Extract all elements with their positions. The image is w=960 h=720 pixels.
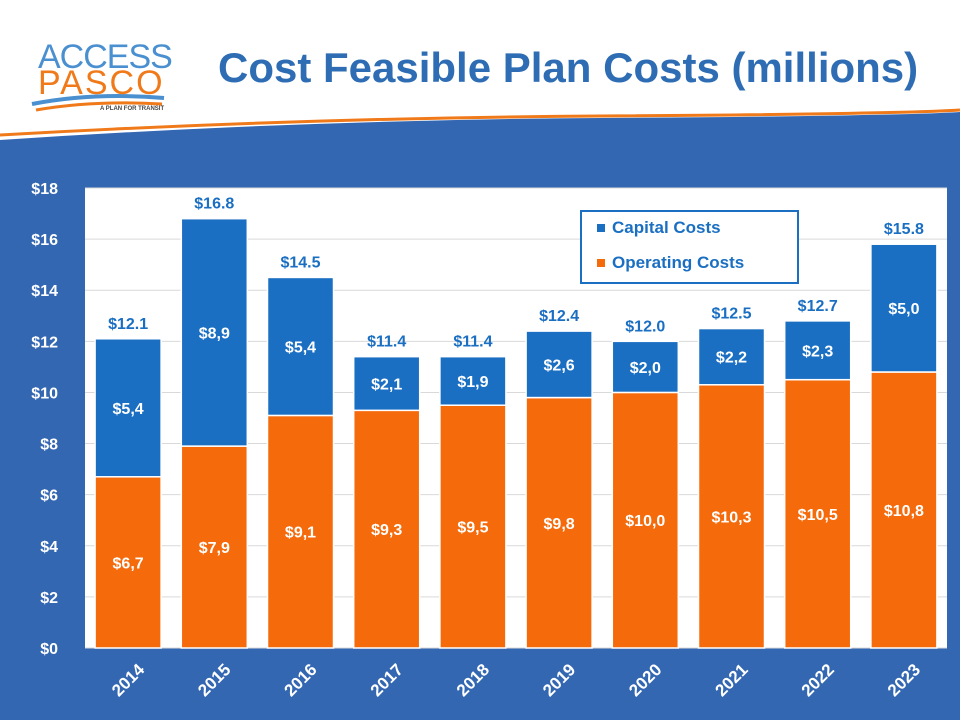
y-tick-label: $8 (40, 437, 58, 454)
total-label-2021: $12.5 (711, 306, 751, 323)
legend-swatch (597, 259, 605, 267)
header: ACCESS PASCO A PLAN FOR TRANSIT Cost Fea… (0, 0, 960, 150)
legend: Capital Costs Operating Costs (580, 210, 799, 284)
label-operating-2015: $7,9 (199, 540, 230, 557)
bar-operating-2019 (525, 396, 593, 649)
bar-capital-2020 (611, 340, 680, 394)
y-tick-label: $2 (40, 590, 58, 607)
total-label-2017: $11.4 (367, 334, 406, 351)
bar-capital-2015 (180, 217, 249, 447)
total-label-2019: $12.4 (539, 308, 579, 325)
label-capital-2020: $2,0 (630, 360, 661, 377)
y-tick-label: $14 (31, 283, 58, 300)
label-operating-2018: $9,5 (457, 520, 488, 537)
label-capital-2018: $1,9 (457, 374, 488, 391)
y-tick-label: $10 (31, 385, 58, 402)
total-label-2018: $11.4 (453, 334, 492, 351)
label-operating-2021: $10,3 (711, 509, 751, 526)
header-wave-band (0, 108, 960, 160)
total-label-2014: $12.1 (108, 316, 148, 333)
chart-area: $0 $2 $4 $6 $8 $10 $12 $14 $16 $18 $6,7 $5,4 $7,9 $8… (0, 150, 960, 720)
label-capital-2014: $5,4 (113, 401, 144, 418)
label-operating-2019: $9,8 (544, 516, 575, 533)
total-labels: $12.1 $16.8 $14.5 $11.4 $11.4 $12.4 $12.0 $12.5… (108, 196, 924, 351)
bar-capital-2016 (266, 276, 335, 417)
page-title: Cost Feasible Plan Costs (millions) (218, 44, 919, 91)
total-label-2020: $12.0 (625, 318, 665, 335)
bar-capital-2014 (94, 338, 162, 478)
label-operating-2016: $9,1 (285, 525, 316, 542)
y-axis-ticks: $0 $2 $4 $6 $8 $10 $12 $14 $16 $18 (31, 181, 58, 658)
legend-label: Capital Costs (612, 218, 721, 237)
bar-capital-2018 (439, 355, 507, 406)
y-tick-label: $0 (40, 641, 58, 658)
label-capital-2015: $8,9 (199, 325, 230, 342)
label-operating-2023: $10,8 (884, 503, 924, 520)
logo-tagline: A PLAN FOR TRANSIT (100, 106, 165, 112)
y-tick-label: $16 (31, 232, 58, 249)
label-capital-2016: $5,4 (285, 339, 316, 356)
bar-capital-2019 (525, 330, 593, 399)
label-capital-2019: $2,6 (544, 357, 575, 374)
bar-operating-2014 (94, 476, 162, 649)
label-capital-2017: $2,1 (371, 377, 402, 394)
label-capital-2022: $2,3 (802, 343, 833, 360)
y-tick-label: $12 (31, 334, 58, 351)
bar-operating-2022 (783, 378, 852, 649)
legend-box (580, 210, 799, 284)
logo-swoosh-icon (31, 94, 165, 112)
access-pasco-logo: ACCESS PASCO A PLAN FOR TRANSIT (14, 34, 174, 124)
logo-text-pasco: PASCO (38, 64, 165, 102)
legend-swatch (597, 224, 605, 232)
bar-capital-2022 (783, 320, 852, 381)
bar-capital-2021 (697, 327, 766, 386)
label-capital-2021: $2,2 (716, 350, 747, 367)
label-operating-2014: $6,7 (113, 555, 144, 572)
logo-text-access: ACCESS (38, 38, 173, 76)
label-operating-2017: $9,3 (371, 522, 402, 539)
bar-operating-2023 (870, 371, 938, 649)
y-tick-label: $4 (40, 539, 58, 556)
y-tick-label: $6 (40, 488, 58, 505)
total-label-2023: $15.8 (884, 221, 924, 238)
label-capital-2023: $5,0 (888, 301, 919, 318)
bars (94, 217, 938, 649)
bar-capital-2023 (870, 243, 938, 373)
bar-capital-2017 (352, 355, 421, 412)
bar-operating-2021 (697, 384, 766, 649)
segment-labels: $6,7 $5,4 $7,9 $8,9 $9,1 $5,4 $9,3 $2,1 $9,5 $1,9… (113, 301, 924, 572)
total-label-2022: $12.7 (798, 298, 838, 315)
bar-operating-2018 (439, 404, 507, 649)
legend-label: Operating Costs (612, 253, 744, 272)
bar-operating-2015 (180, 445, 249, 649)
total-label-2015: $16.8 (194, 196, 234, 213)
label-operating-2020: $10,0 (625, 513, 665, 530)
label-operating-2022: $10,5 (798, 507, 838, 524)
total-label-2016: $14.5 (280, 254, 320, 271)
y-tick-label: $18 (31, 181, 58, 198)
